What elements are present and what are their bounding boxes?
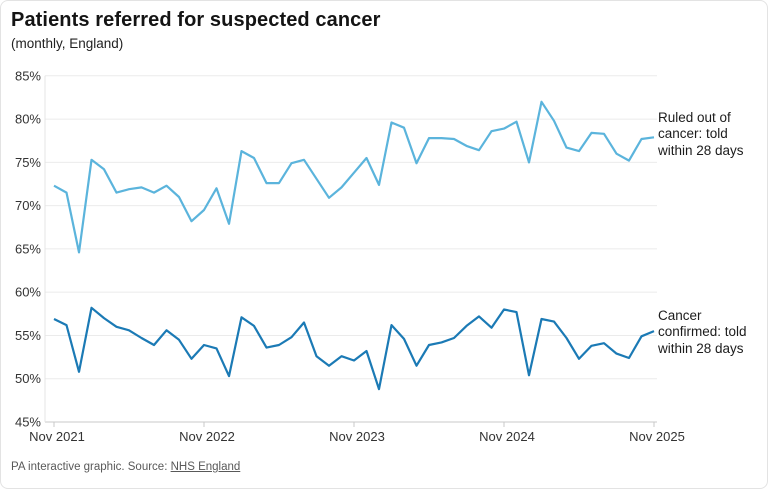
y-tick-label-65: 65% xyxy=(15,241,41,256)
source-link[interactable]: NHS England xyxy=(170,461,241,473)
line-ruled-out xyxy=(53,100,655,254)
y-tick-label-80: 80% xyxy=(15,112,41,127)
x-tick-label-Nov-2025: Nov 2025 xyxy=(629,429,685,444)
y-tick-label-85: 85% xyxy=(15,68,41,83)
series-label-cancer-confirmed: Cancer confirmed: told within 28 days xyxy=(658,308,747,356)
x-tick-label-Nov-2022: Nov 2022 xyxy=(179,429,235,444)
y-tick-label-70: 70% xyxy=(15,198,41,213)
chart-title: Patients referred for suspected cancer xyxy=(11,9,381,31)
y-tick-label-55: 55% xyxy=(15,328,41,343)
series-label-ruled-out: Ruled out of cancer: told within 28 days xyxy=(658,110,744,158)
y-tick-label-50: 50% xyxy=(15,371,41,386)
chart-subtitle: (monthly, England) xyxy=(11,36,124,51)
x-tick-label-Nov-2023: Nov 2023 xyxy=(329,429,385,444)
source-credit: PA interactive graphic. Source: NHS Engl… xyxy=(11,461,240,473)
y-tick-label-75: 75% xyxy=(15,155,41,170)
x-tick-label-Nov-2021: Nov 2021 xyxy=(29,429,85,444)
x-tick-label-Nov-2024: Nov 2024 xyxy=(479,429,535,444)
line-cancer-confirmed xyxy=(53,306,655,391)
credit-text: PA interactive graphic. Source: xyxy=(11,461,171,473)
y-tick-label-60: 60% xyxy=(15,285,41,300)
y-tick-label-45: 45% xyxy=(15,415,41,430)
